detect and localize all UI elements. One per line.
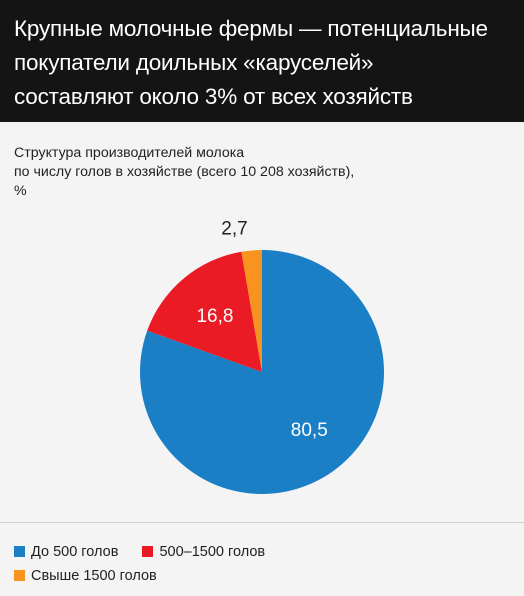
chart-subtitle-line-3: %	[14, 183, 27, 199]
legend-item-500-1500: 500–1500 голов	[142, 540, 265, 564]
header-banner: Крупные молочные фермы — потенциальные п…	[0, 0, 524, 122]
pie-label-over-1500: 2,7	[221, 218, 247, 239]
legend-item-under-500: До 500 голов	[14, 540, 118, 564]
header-title-line-2: покупатели доильных «каруселей»	[14, 50, 374, 75]
legend-item-over-1500: Свыше 1500 голов	[14, 564, 157, 588]
legend-label-under-500: До 500 голов	[31, 544, 119, 560]
pie-slice-under-500	[139, 250, 384, 495]
chart-subtitle: Структура производителей молока по числу…	[14, 144, 354, 201]
legend-swatch-under-500	[14, 546, 25, 557]
chart-subtitle-line-2: по числу голов в хозяйстве (всего 10 208…	[14, 164, 355, 180]
chart-subtitle-line-1: Структура производителей молока	[14, 145, 245, 161]
legend-label-500-1500: 500–1500 голов	[159, 544, 266, 560]
legend-row-2: Свыше 1500 голов	[14, 564, 285, 588]
legend-label-over-1500: Свыше 1500 голов	[31, 568, 157, 584]
header-title-line-1: Крупные молочные фермы — потенциальные	[14, 16, 488, 41]
legend: До 500 голов 500–1500 голов Свыше 1500 г…	[14, 540, 285, 588]
legend-divider	[0, 522, 524, 523]
legend-row-1: До 500 голов 500–1500 голов	[14, 540, 285, 564]
header-title-line-3: составляют около 3% от всех хозяйств	[14, 84, 413, 109]
legend-swatch-over-1500	[14, 570, 25, 581]
pie-slice-500-1500	[147, 251, 262, 372]
legend-swatch-500-1500	[142, 546, 154, 557]
pie-label-under-500: 80,5	[291, 420, 328, 441]
pie-label-500-1500: 16,8	[196, 306, 233, 327]
pie-slice-over-1500	[241, 250, 262, 372]
